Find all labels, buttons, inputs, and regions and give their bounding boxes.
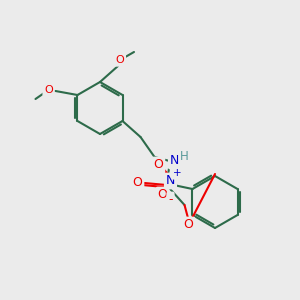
Text: O: O: [116, 55, 124, 65]
Text: O: O: [154, 158, 164, 172]
Text: N: N: [166, 175, 175, 188]
Text: +: +: [173, 168, 182, 178]
Text: O: O: [158, 188, 167, 202]
Text: O: O: [184, 218, 194, 232]
Text: -: -: [168, 194, 173, 206]
Text: N: N: [170, 154, 179, 167]
Text: O: O: [133, 176, 142, 188]
Text: O: O: [44, 85, 53, 95]
Text: H: H: [180, 151, 189, 164]
